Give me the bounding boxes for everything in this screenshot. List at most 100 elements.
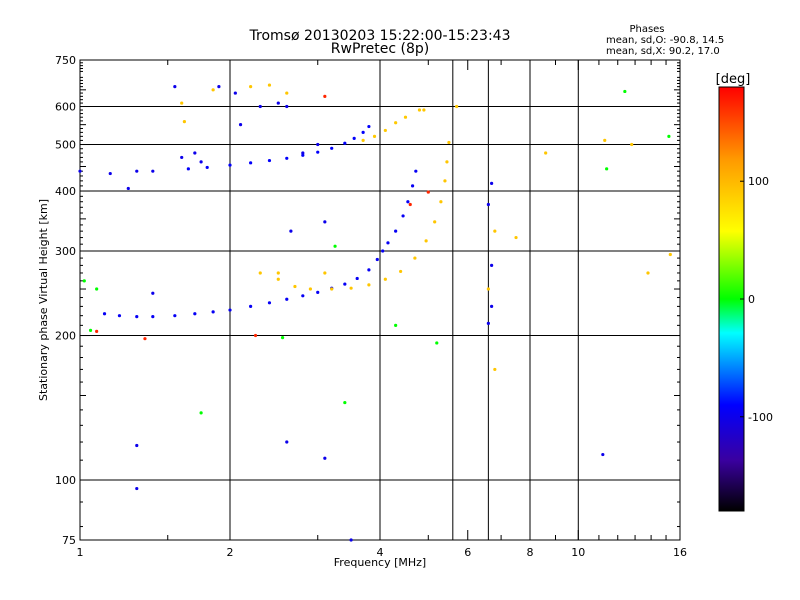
chart-subtitle: RwPretec (8p) [331,41,429,57]
data-point [490,181,494,185]
stats-line-x: mean, sd,X: 90.2, 17.0 [606,46,720,57]
chart-title: Tromsø 20130203 15:22:00-15:23:43 [249,28,511,44]
data-point [623,89,627,94]
data-point [410,184,415,188]
x-axis-label: Frequency [MHz] [334,556,426,569]
data-point [394,229,398,233]
data-point [343,282,347,286]
data-point [455,104,459,109]
data-point [439,200,443,204]
y-tick-label: 400 [55,185,76,198]
data-point [117,314,122,318]
data-point [490,263,494,267]
data-point [211,310,215,314]
data-point [285,297,289,301]
colorbar-tick-label: 100 [748,175,769,188]
x-tick-label: 6 [464,546,471,559]
data-point [151,169,155,173]
data-point [343,400,347,405]
data-point [135,486,139,491]
data-point [193,312,197,316]
data-point [267,301,272,305]
data-point [173,314,177,318]
data-point [424,239,428,243]
data-point [180,101,184,105]
data-point [493,229,497,233]
data-point [333,244,337,248]
data-point [447,140,451,145]
data-points [78,83,672,542]
data-point [258,271,262,275]
data-point [267,83,272,87]
data-point [253,333,258,338]
data-point [323,220,327,224]
data-point [323,456,327,460]
data-point [316,150,320,154]
data-point [276,101,280,105]
data-point [289,229,293,233]
data-point [544,151,548,155]
data-point [375,257,379,262]
x-tick-label: 10 [571,546,585,559]
grid [80,60,680,540]
data-point [486,287,490,291]
data-point [285,440,289,444]
data-point [414,169,418,173]
data-point [361,130,365,134]
data-point [383,128,387,133]
data-point [514,235,518,240]
data-point [249,85,253,89]
y-tick-label: 100 [55,474,76,487]
colorbar-tick-label: 0 [748,293,755,306]
data-point [493,367,497,372]
data-point [486,202,490,207]
data-point [433,220,437,224]
data-point [238,123,243,127]
data-point [276,277,280,281]
data-point [408,202,412,207]
data-point [233,91,237,95]
data-point [417,108,422,112]
data-point [143,337,147,341]
data-point [135,315,139,319]
data-point [383,277,387,281]
data-point [426,190,430,194]
data-point [258,104,262,109]
data-point [211,88,215,92]
data-point [316,142,320,147]
data-point [285,91,289,95]
data-point [88,328,93,332]
y-tick-label: 300 [55,245,76,258]
data-point [182,120,186,124]
data-point [135,169,139,173]
data-point [668,252,672,257]
data-point [406,200,410,204]
data-point [646,271,650,275]
data-point [355,276,359,281]
data-point [249,161,253,165]
data-point [422,108,426,112]
colorbar-tick-label: -100 [748,411,773,424]
data-point [399,269,403,274]
data-point [343,141,347,145]
data-point [102,312,107,316]
y-tick-label: 750 [55,54,76,67]
y-tick-label: 75 [62,534,76,547]
data-point [403,115,408,119]
data-point [603,138,607,142]
data-point [199,411,203,415]
x-tick-label: 4 [377,546,384,559]
data-point [630,142,634,147]
data-point [381,249,385,253]
data-point [445,160,449,164]
data-point [82,279,86,283]
data-point [367,283,371,287]
data-point [95,329,99,334]
stats-heading: Phases [629,24,664,35]
data-point [605,167,609,171]
data-point [151,315,155,319]
data-point [276,271,280,275]
data-point [267,158,272,163]
data-point [301,151,305,155]
